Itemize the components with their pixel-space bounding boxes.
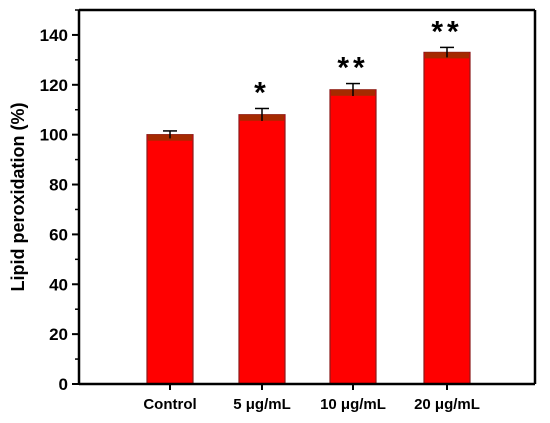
- axes-layer: [77, 8, 537, 386]
- x-tick-label-0: Control: [143, 396, 196, 413]
- significance-layer: *****: [254, 15, 462, 109]
- bar-1: [238, 114, 286, 385]
- y-tick-label-3: 60: [49, 225, 68, 244]
- y-tick-label-6: 120: [40, 76, 68, 95]
- y-tick-label-7: 140: [40, 26, 68, 45]
- significance-mark-3: **: [431, 15, 462, 48]
- bar-0: [146, 134, 194, 385]
- y-tick-label-5: 100: [40, 126, 68, 145]
- x-tick-label-2: 10 μg/mL: [320, 396, 386, 413]
- y-axis-title: Lipid peroxidation (%): [8, 103, 28, 292]
- bar-3: [423, 51, 471, 385]
- y-tick-label-2: 40: [49, 275, 68, 294]
- y-tick-label-1: 20: [49, 325, 68, 344]
- bar-2: [329, 89, 377, 385]
- significance-mark-1: *: [254, 76, 270, 109]
- x-tick-label-1: 5 μg/mL: [233, 396, 291, 413]
- x-tick-label-3: 20 μg/mL: [414, 396, 480, 413]
- bars-layer: [146, 51, 471, 385]
- y-ticks-layer: 0 20 40 60 80 100 120 140: [40, 9, 79, 394]
- y-tick-label-4: 80: [49, 176, 68, 195]
- y-tick-label-0: 0: [59, 375, 68, 394]
- x-ticks-layer: Control 5 μg/mL 10 μg/mL 20 μg/mL: [143, 384, 480, 413]
- error-bars-layer: [163, 46, 454, 139]
- significance-mark-2: **: [337, 52, 368, 85]
